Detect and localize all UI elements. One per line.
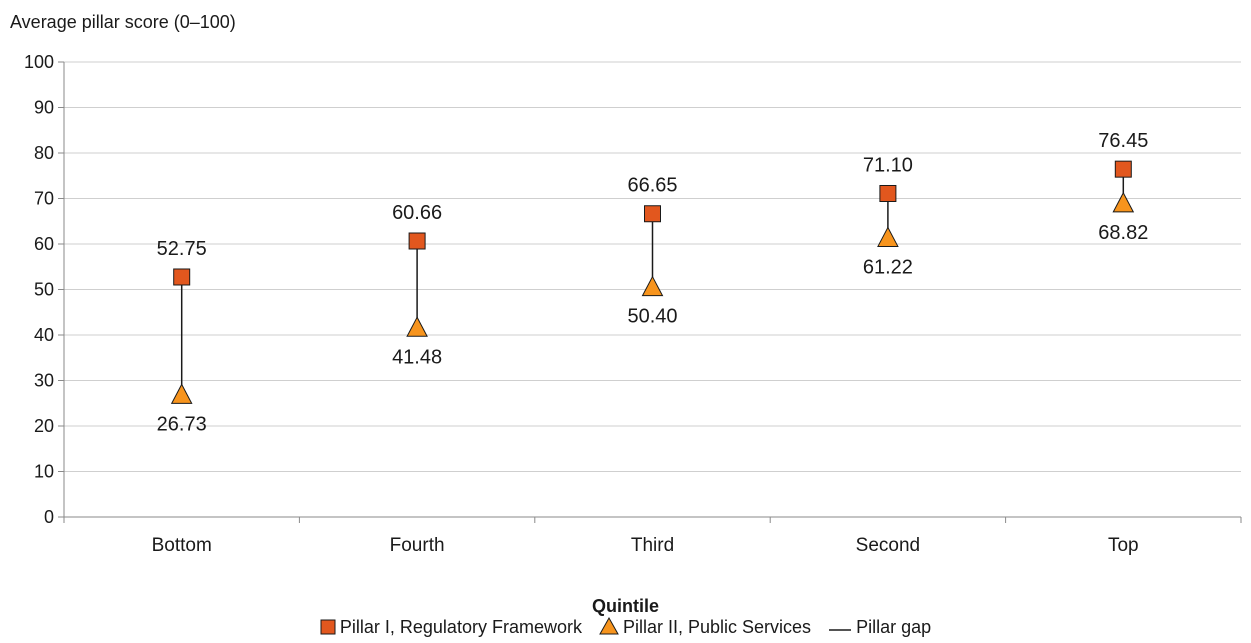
pillar-1-data-label: 76.45	[1098, 130, 1148, 152]
y-tick-label: 10	[34, 462, 54, 482]
pillar-2-data-label: 26.73	[157, 413, 207, 435]
pillar-1-point	[644, 205, 661, 223]
legend-item-pillar-gap: Pillar gap	[828, 617, 931, 638]
x-tick-label: Second	[856, 535, 920, 556]
pillar-2-data-label: 68.82	[1098, 222, 1148, 244]
x-axis-title: Quintile	[592, 596, 659, 616]
legend-item-pillar-1: Pillar I, Regulatory Framework	[320, 617, 582, 638]
triangle-marker-icon	[599, 616, 619, 635]
y-tick-label: 80	[34, 143, 54, 163]
y-tick-label: 30	[34, 371, 54, 391]
y-tick-label: 100	[24, 52, 54, 72]
legend-label-pillar-gap: Pillar gap	[856, 616, 932, 637]
pillar-2-data-label: 50.40	[627, 306, 677, 328]
pillar-2-point	[1112, 191, 1135, 213]
pillar-2-point	[877, 226, 899, 247]
y-tick-label: 70	[34, 189, 54, 209]
legend-label-pillar-2: Pillar II, Public Services	[622, 616, 812, 637]
legend-item-pillar-2: Pillar II, Public Services	[599, 616, 812, 638]
chart-plot: 0 10 20 30 40 50 60 70 80 90 100 Bottom Fourth Third S…	[24, 52, 1242, 556]
pillar-2-data-label: 41.48	[392, 346, 442, 368]
pillar-1-point	[408, 232, 426, 250]
line-marker-icon	[829, 629, 852, 631]
x-tick-label: Bottom	[152, 535, 212, 556]
pillar-2-point	[170, 383, 193, 404]
pillar-1-point	[173, 268, 191, 286]
y-tick-label: 20	[34, 416, 54, 436]
square-marker-icon	[320, 619, 336, 635]
pillar-1-data-label: 60.66	[392, 202, 442, 224]
pillar-2-point	[406, 316, 428, 337]
pillar-1-point	[879, 184, 897, 202]
y-tick-label: 40	[34, 325, 54, 345]
x-tick-label: Fourth	[390, 535, 445, 556]
pillar-2-data-label: 61.22	[863, 256, 913, 278]
y-tick-label: 90	[34, 98, 54, 118]
pillar-1-data-label: 66.65	[627, 175, 677, 197]
pillar-1-data-label: 71.10	[863, 154, 913, 176]
pillar-1-data-label: 52.75	[157, 238, 207, 260]
pillar-2-point	[641, 275, 664, 297]
pillar-1-point	[1114, 160, 1132, 178]
y-tick-label: 0	[44, 507, 54, 527]
x-tick-label: Top	[1108, 535, 1139, 556]
legend: Pillar I, Regulatory Framework Pillar II…	[0, 616, 1251, 638]
x-tick-label: Third	[631, 535, 674, 556]
legend-label-pillar-1: Pillar I, Regulatory Framework	[339, 616, 582, 637]
y-axis-title: Average pillar score (0–100)	[10, 12, 236, 32]
y-tick-label: 50	[34, 280, 54, 300]
y-tick-label: 60	[34, 234, 54, 254]
